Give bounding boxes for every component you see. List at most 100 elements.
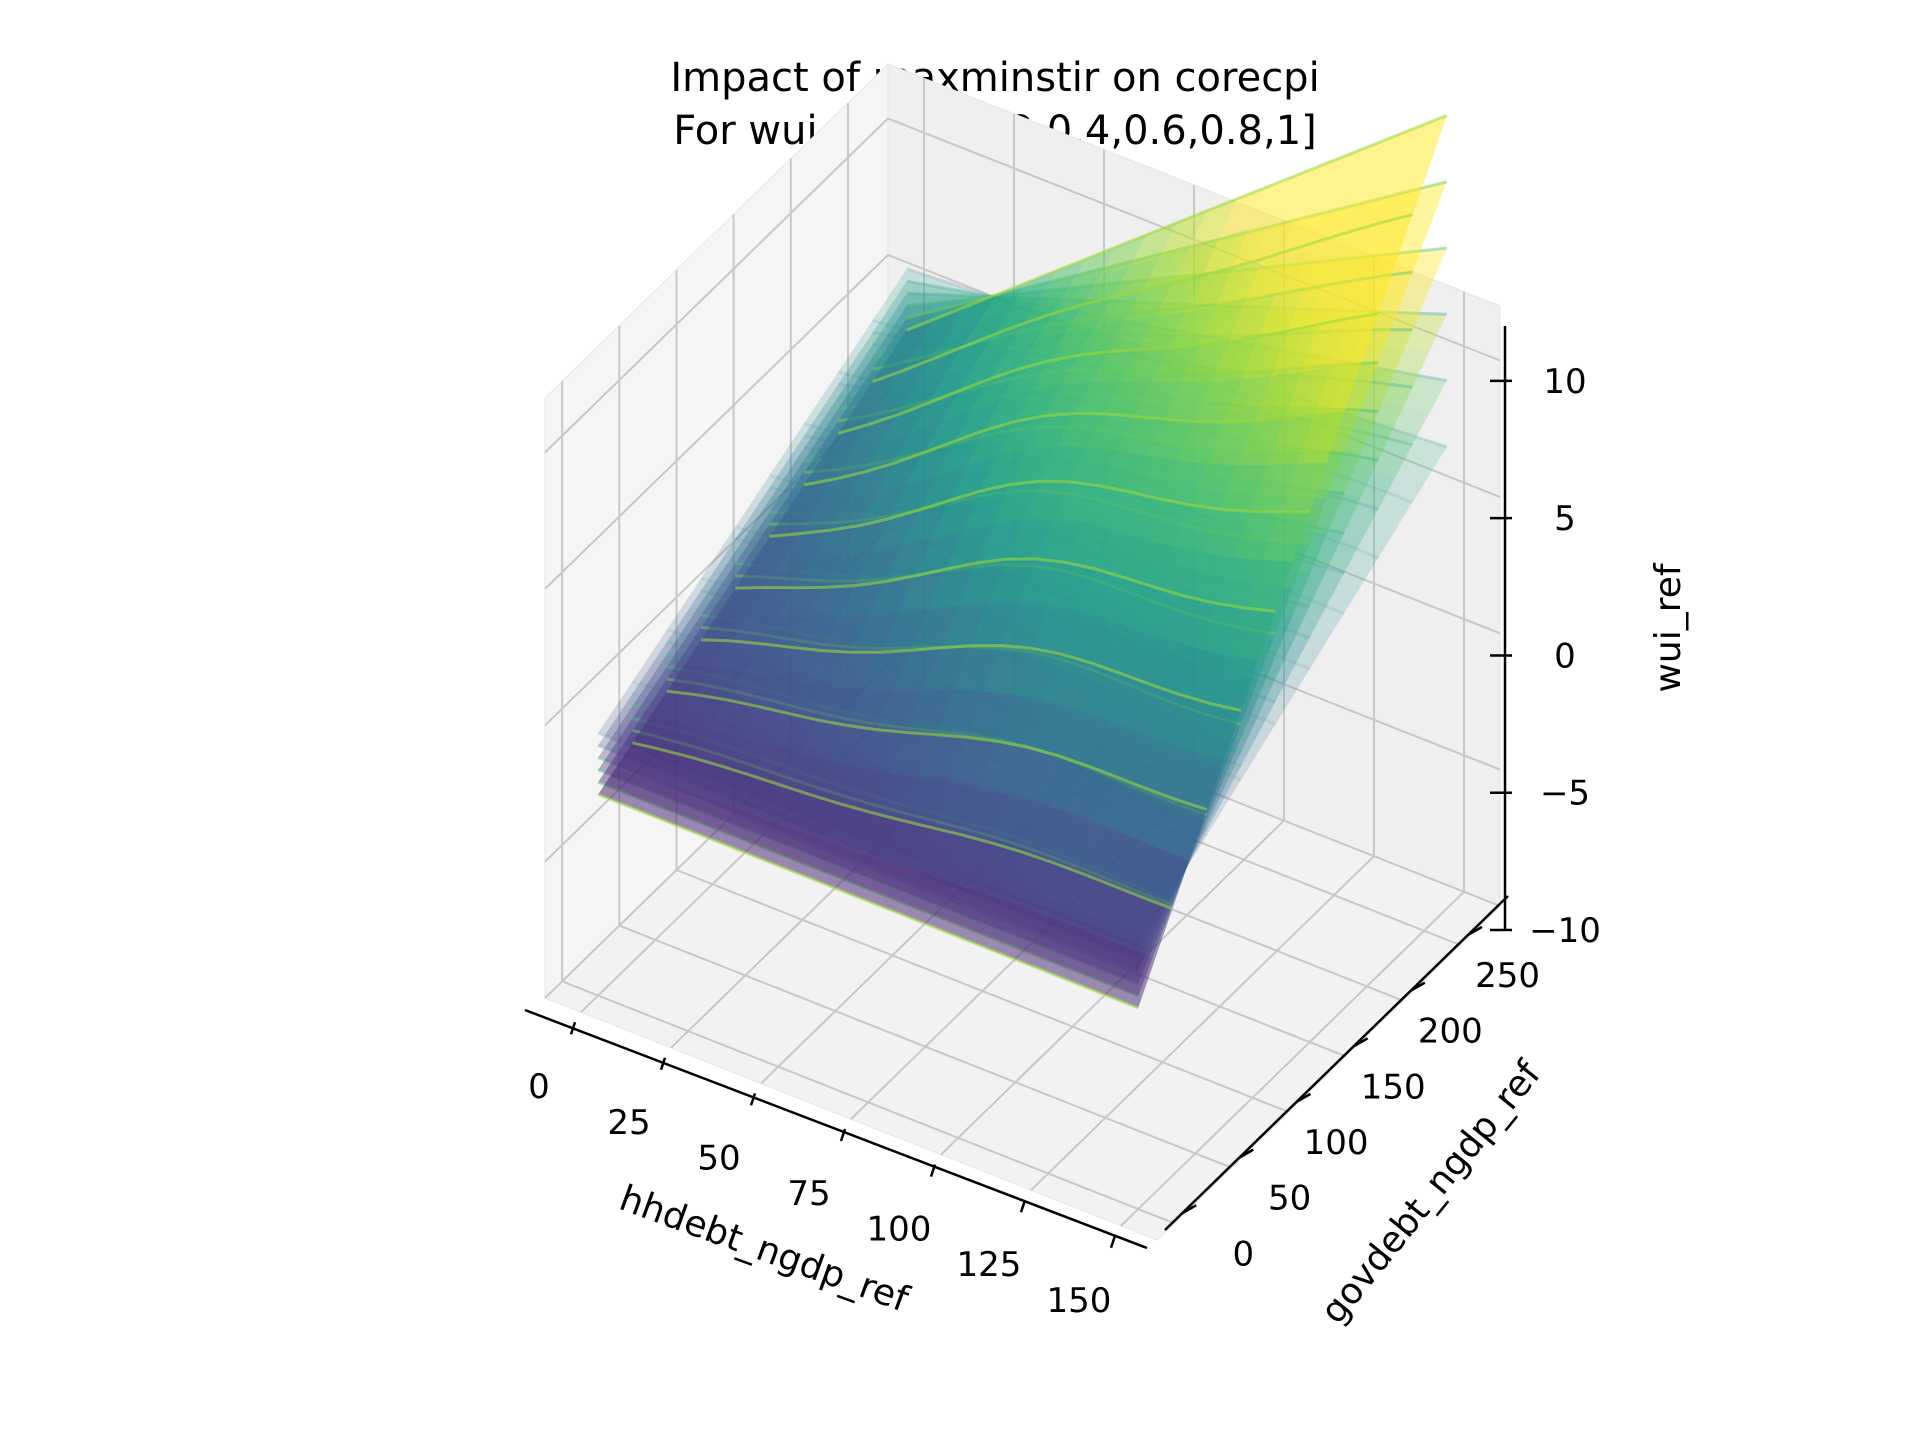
surface-cell (1185, 552, 1233, 604)
surface-cell (1262, 627, 1310, 670)
surface-cell (851, 414, 899, 452)
x-tick (749, 1093, 757, 1106)
surface-cell (864, 432, 912, 473)
surface-cell (1181, 649, 1229, 704)
surface-cell (1202, 509, 1250, 558)
x-tick (1109, 1235, 1117, 1249)
surface-cell (992, 795, 1040, 853)
surface-cell (1275, 240, 1323, 294)
surface-cell (1129, 222, 1177, 267)
surface-cell (735, 775, 783, 820)
surface-cell (1279, 462, 1327, 513)
surface-cell (1314, 449, 1362, 494)
surface-cell (996, 415, 1044, 456)
surface-cell (919, 278, 967, 313)
y-tick (1467, 925, 1483, 937)
surface-cell (855, 344, 903, 372)
surface-cell (906, 690, 954, 735)
y-tick-label: 250 (1475, 956, 1540, 996)
surface-cell (739, 706, 787, 745)
surface-cell (1138, 312, 1186, 350)
surface-cell (782, 530, 830, 561)
surface-cell (1369, 369, 1417, 406)
surface-cell (1146, 741, 1194, 800)
surface-cell (1241, 330, 1289, 380)
x-tick (1019, 1199, 1027, 1213)
surface-cell (1271, 324, 1319, 376)
surface-cell (1339, 139, 1387, 196)
surface-cell (898, 871, 946, 925)
surface-cell (821, 617, 869, 653)
surface-cell (1215, 557, 1263, 608)
surface-cell (919, 464, 967, 510)
surface-cell (649, 691, 697, 723)
surface-cell (1189, 199, 1237, 248)
surface-cell (786, 448, 834, 478)
surface-cell (726, 671, 774, 707)
surface-cell (675, 757, 723, 798)
surface-cell (1155, 546, 1203, 597)
surface-cell (902, 500, 950, 546)
surface-cell (898, 374, 946, 415)
surface-cell (1074, 381, 1122, 414)
surface-cell (1331, 409, 1379, 453)
surface-cell (1232, 511, 1280, 561)
y-tick (1295, 1092, 1312, 1104)
surface-cell (1099, 777, 1147, 837)
surface-cell (1048, 562, 1096, 611)
surface-cell (876, 690, 924, 733)
surface-cell (598, 768, 646, 807)
surface-cell (765, 785, 813, 831)
y-tick-label: 50 (1268, 1179, 1311, 1219)
surface-cell (936, 690, 984, 738)
x-tick (839, 1128, 847, 1142)
surface-cell (1095, 529, 1143, 578)
surface-cell (735, 500, 783, 536)
surface-cell (1099, 450, 1147, 492)
surface-cell (992, 297, 1040, 336)
surface-cell (735, 525, 783, 557)
surface-cell (1318, 506, 1366, 546)
surface-cell (1129, 455, 1177, 499)
surface-cell (855, 320, 903, 355)
surface-cell (1284, 366, 1332, 419)
surface-cell (1382, 463, 1430, 503)
surface-cell (1078, 569, 1126, 620)
surface-cell (855, 812, 903, 862)
surface-cell (859, 485, 907, 526)
y-tick-label: 150 (1361, 1067, 1426, 1107)
surface-cell (1309, 151, 1357, 206)
surface-cell (945, 335, 993, 375)
surface-cell (889, 732, 937, 779)
surface-cell (705, 766, 753, 809)
surface-cell (701, 577, 749, 609)
surface-cell (906, 441, 954, 486)
surface-cell (868, 861, 916, 913)
surface-cell (743, 643, 791, 677)
surface-cell (1069, 447, 1117, 486)
surface-cell (872, 344, 920, 382)
surface-cell (1236, 418, 1284, 466)
z-tick-label: −5 (1540, 774, 1590, 814)
surface-cell (1365, 437, 1413, 477)
surface-cell (1172, 237, 1220, 283)
surface-cell (885, 820, 933, 872)
surface-cell (1322, 184, 1370, 240)
surface-cell (1031, 604, 1079, 655)
surface-strand (803, 411, 1345, 487)
surface-cell (1215, 258, 1263, 307)
surface-cell (1151, 640, 1199, 695)
surface-cell (786, 479, 834, 511)
surface-cell (1078, 934, 1126, 997)
surface-cell (1013, 648, 1061, 700)
surface-cell (718, 808, 766, 854)
z-axis-label: wui_ref (1648, 562, 1689, 692)
surface-cell (915, 827, 963, 881)
surface-cell (1022, 803, 1070, 863)
surface-cell (812, 760, 860, 805)
surface-cell (838, 581, 886, 619)
surface-cell (1228, 711, 1276, 753)
surface-cell (889, 293, 937, 320)
surface-cell (666, 604, 714, 639)
surface-cell (949, 737, 997, 789)
